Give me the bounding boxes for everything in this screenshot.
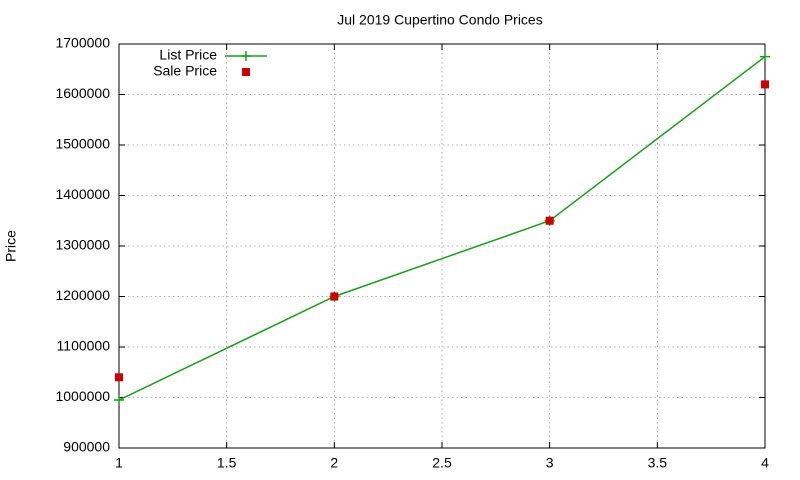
series-line [118,56,766,401]
y-tick-label: 1300000 [55,237,110,253]
point-marker [114,395,124,406]
point-marker [760,51,770,62]
x-tick-label: 1.5 [217,455,237,471]
chart-title: Jul 2019 Cupertino Condo Prices [337,12,542,28]
x-tick-label: 3.5 [648,455,668,471]
x-tick-label: 3 [546,455,554,471]
point-marker [330,292,339,301]
legend-label: Sale Price [153,63,217,79]
y-tick-label: 1000000 [55,388,110,404]
x-tick-label: 2.5 [432,455,452,471]
y-tick-label: 1100000 [57,338,111,354]
point-marker [242,68,250,76]
point-marker [545,216,554,225]
point-marker [761,80,769,89]
x-tick-label: 1 [115,455,123,471]
x-tick-label: 4 [761,455,769,471]
x-tick-label: 2 [330,455,338,471]
y-tick-label: 1500000 [55,136,110,152]
y-tick-label: 1400000 [55,186,110,202]
y-axis-label: Price [3,230,19,262]
y-tick-label: 1700000 [55,35,110,51]
y-tick-label: 1600000 [55,85,110,101]
legend-label: List Price [159,47,217,63]
plot-frame [118,43,766,449]
y-tick-label: 900000 [63,439,110,455]
y-tick-label: 1200000 [55,287,110,303]
point-marker [115,373,123,382]
point-marker [241,51,251,61]
